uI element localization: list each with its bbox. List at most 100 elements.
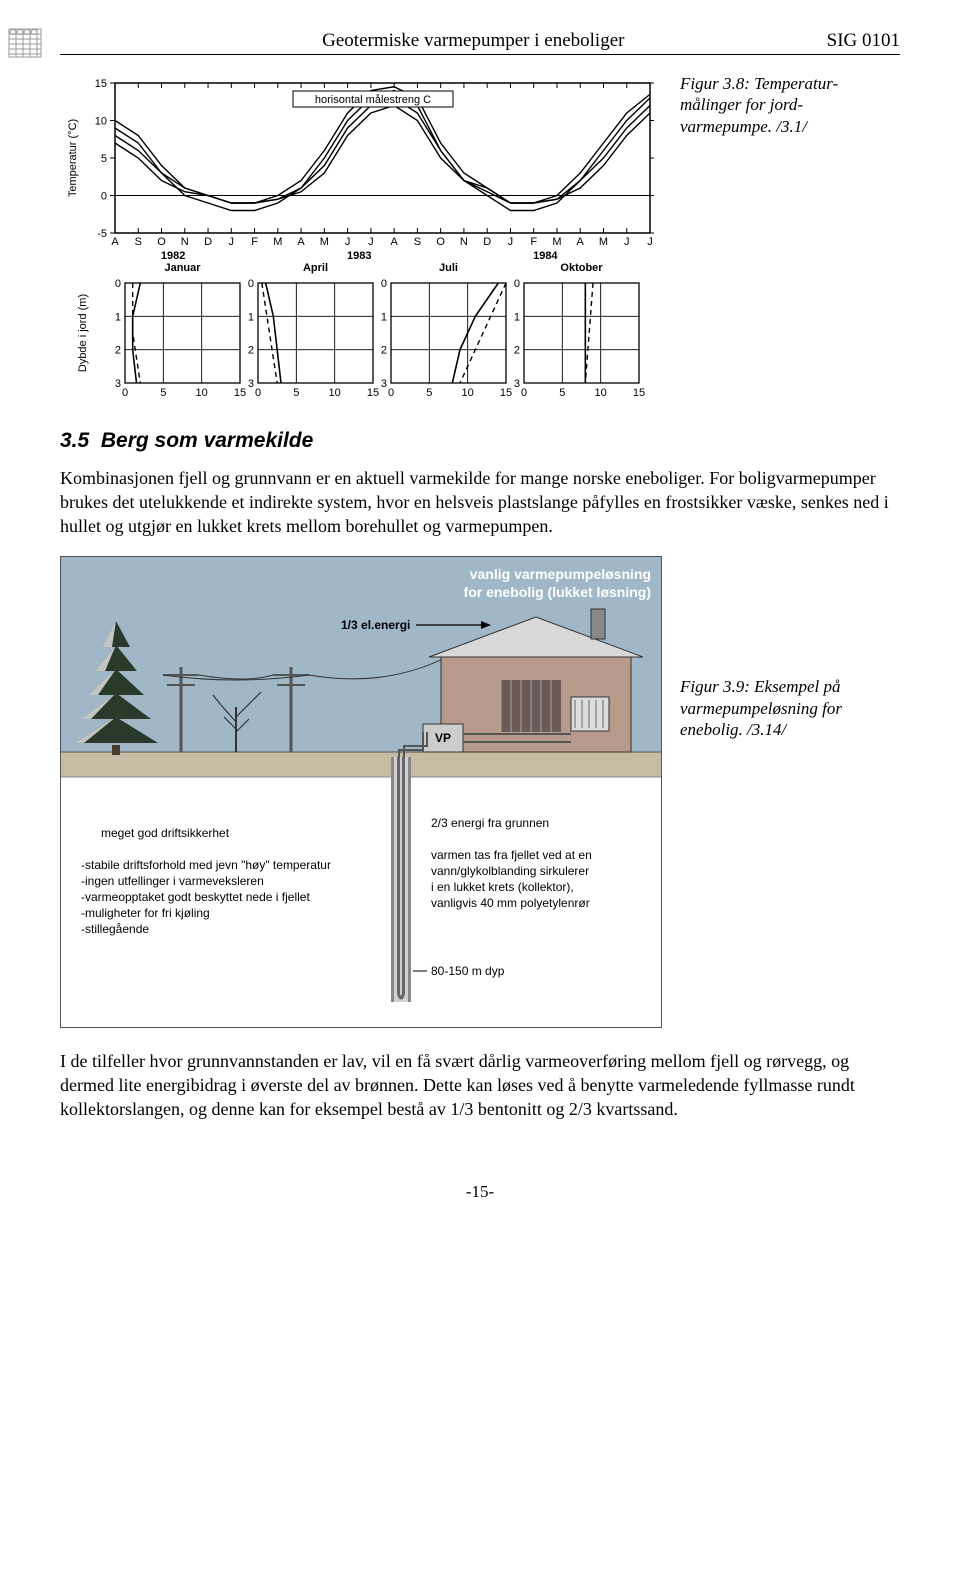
svg-text:3: 3: [115, 378, 121, 390]
svg-text:J: J: [647, 236, 653, 248]
header-code: SIG 0101: [827, 30, 900, 52]
figure-3-9-caption: Figur 3.9: Eksempel på varmepumpeløsning…: [680, 676, 870, 740]
svg-text:-varmeopptaket godt beskyttet: -varmeopptaket godt beskyttet nede i fje…: [81, 890, 310, 904]
svg-text:5: 5: [101, 153, 107, 165]
svg-text:10: 10: [95, 116, 107, 128]
svg-text:A: A: [111, 236, 119, 248]
svg-text:horisontal målestreng C: horisontal målestreng C: [315, 94, 431, 106]
svg-text:-muligheter for fri kjøling: -muligheter for fri kjøling: [81, 906, 210, 920]
svg-text:5: 5: [426, 387, 432, 399]
section-3-5-para: Kombinasjonen fjell og grunnvann er en a…: [60, 467, 900, 538]
svg-text:A: A: [297, 236, 305, 248]
svg-text:J: J: [624, 236, 630, 248]
svg-text:vann/glykolblanding sirkulerer: vann/glykolblanding sirkulerer: [431, 864, 589, 878]
svg-text:15: 15: [500, 387, 512, 399]
figure-3-8: -5051015ASONDJFMAMJJASONDJFMAMJJ19821983…: [60, 73, 900, 403]
svg-text:0: 0: [122, 387, 128, 399]
svg-text:0: 0: [388, 387, 394, 399]
svg-text:1: 1: [248, 311, 254, 323]
binding-icon: [8, 28, 42, 58]
svg-text:J: J: [345, 236, 351, 248]
svg-text:S: S: [414, 236, 421, 248]
svg-text:O: O: [436, 236, 445, 248]
svg-text:Temperatur (°C): Temperatur (°C): [67, 119, 79, 197]
svg-text:J: J: [508, 236, 514, 248]
page-header: Geotermiske varmepumper i eneboliger SIG…: [60, 30, 900, 55]
svg-text:meget god driftsikkerhet: meget god driftsikkerhet: [101, 826, 230, 840]
svg-text:0: 0: [381, 278, 387, 290]
svg-text:1982: 1982: [161, 250, 185, 262]
svg-text:1984: 1984: [533, 250, 558, 262]
section-3-5-heading: 3.5 Berg som varmekilde: [60, 429, 900, 453]
svg-text:April: April: [303, 262, 328, 274]
svg-text:N: N: [181, 236, 189, 248]
svg-text:M: M: [320, 236, 329, 248]
header-title: Geotermiske varmepumper i eneboliger: [322, 30, 624, 52]
svg-text:5: 5: [293, 387, 299, 399]
svg-text:15: 15: [367, 387, 379, 399]
svg-text:0: 0: [521, 387, 527, 399]
svg-text:2: 2: [115, 345, 121, 357]
svg-text:J: J: [229, 236, 235, 248]
svg-text:Dybde i jord (m): Dybde i jord (m): [77, 294, 89, 372]
svg-text:3: 3: [381, 378, 387, 390]
svg-text:vanlig varmepumpeløsning: vanlig varmepumpeløsning: [470, 566, 651, 582]
svg-text:2: 2: [514, 345, 520, 357]
svg-text:Juli: Juli: [439, 262, 458, 274]
svg-text:S: S: [135, 236, 142, 248]
svg-text:1: 1: [514, 311, 520, 323]
svg-text:F: F: [251, 236, 258, 248]
svg-text:varmen tas fra fjellet ved at: varmen tas fra fjellet ved at en: [431, 848, 592, 862]
svg-text:J: J: [368, 236, 374, 248]
svg-text:3: 3: [248, 378, 254, 390]
figure-3-9: vanlig varmepumpeløsning for enebolig (lu…: [60, 556, 900, 1028]
svg-text:0: 0: [115, 278, 121, 290]
svg-text:D: D: [483, 236, 491, 248]
svg-text:M: M: [599, 236, 608, 248]
svg-text:10: 10: [462, 387, 474, 399]
page-number: -15-: [60, 1182, 900, 1202]
svg-text:-ingen utfellinger i varmeveks: -ingen utfellinger i varmeveksleren: [81, 874, 264, 888]
svg-text:D: D: [204, 236, 212, 248]
svg-text:A: A: [390, 236, 398, 248]
svg-text:10: 10: [595, 387, 607, 399]
svg-text:Oktober: Oktober: [560, 262, 603, 274]
svg-text:1983: 1983: [347, 250, 371, 262]
svg-text:3: 3: [514, 378, 520, 390]
svg-text:N: N: [460, 236, 468, 248]
svg-text:-5: -5: [97, 228, 107, 240]
svg-text:15: 15: [633, 387, 645, 399]
svg-text:M: M: [552, 236, 561, 248]
svg-text:i en lukket krets (kollektor),: i en lukket krets (kollektor),: [431, 880, 574, 894]
svg-text:0: 0: [255, 387, 261, 399]
svg-text:vanligvis 40 mm polyetylenrør: vanligvis 40 mm polyetylenrør: [431, 896, 590, 910]
svg-text:A: A: [577, 236, 585, 248]
svg-text:5: 5: [559, 387, 565, 399]
svg-text:15: 15: [95, 78, 107, 90]
svg-text:2/3 energi fra grunnen: 2/3 energi fra grunnen: [431, 816, 549, 830]
svg-text:5: 5: [160, 387, 166, 399]
svg-text:F: F: [530, 236, 537, 248]
svg-text:0: 0: [101, 191, 107, 203]
svg-text:10: 10: [329, 387, 341, 399]
figure-3-8-caption: Figur 3.8: Temperatur-målinger for jord-…: [680, 73, 870, 137]
svg-text:2: 2: [381, 345, 387, 357]
svg-text:for enebolig (lukket løsning): for enebolig (lukket løsning): [464, 584, 651, 600]
svg-text:O: O: [157, 236, 166, 248]
svg-text:1/3 el.energi: 1/3 el.energi: [341, 618, 410, 632]
svg-text:1: 1: [381, 311, 387, 323]
svg-text:2: 2: [248, 345, 254, 357]
svg-text:80-150 m dyp: 80-150 m dyp: [431, 964, 505, 978]
svg-text:Januar: Januar: [164, 262, 201, 274]
svg-text:10: 10: [196, 387, 208, 399]
svg-text:-stabile driftsforhold med jev: -stabile driftsforhold med jevn "høy" te…: [81, 858, 331, 872]
svg-text:1: 1: [115, 311, 121, 323]
svg-text:Jordtemperatur (°C): Jordtemperatur (°C): [342, 402, 439, 403]
svg-text:-stillegående: -stillegående: [81, 922, 149, 936]
svg-text:15: 15: [234, 387, 246, 399]
svg-text:0: 0: [248, 278, 254, 290]
svg-text:0: 0: [514, 278, 520, 290]
svg-text:VP: VP: [435, 731, 451, 745]
para-after-figure: I de tilfeller hvor grunnvannstanden er …: [60, 1050, 900, 1121]
svg-text:M: M: [273, 236, 282, 248]
